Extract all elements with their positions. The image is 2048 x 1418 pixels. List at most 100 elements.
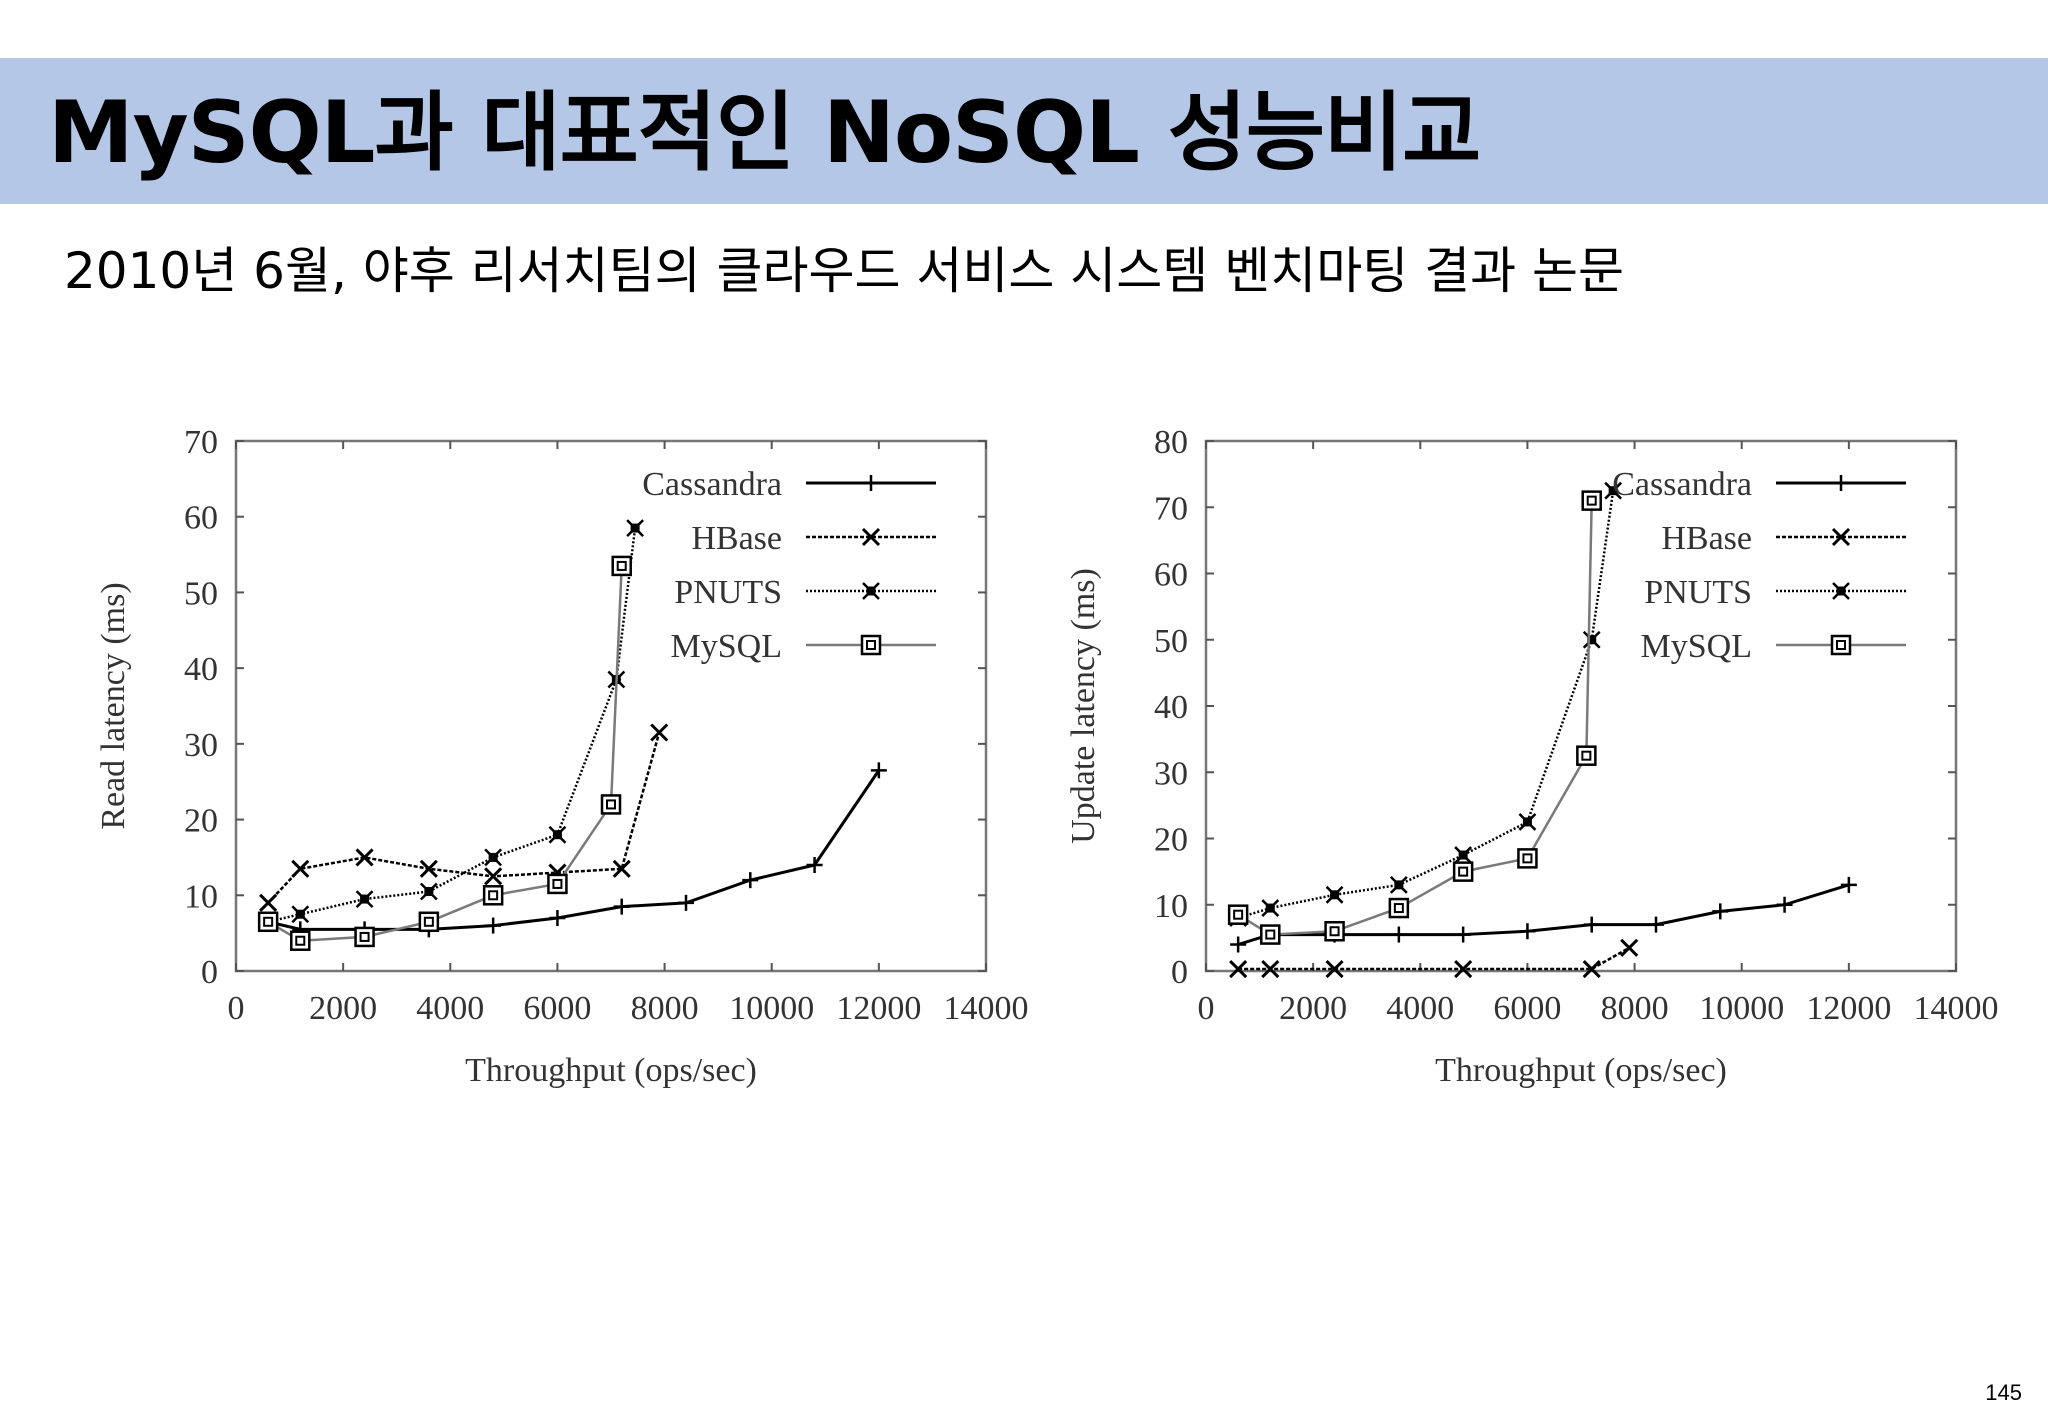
update-latency-chart: 0 2000 4000 6000 8000 10000 12000 14000 0 10 20 30 4… [1010, 405, 1999, 1125]
read-point-mysql [418, 911, 440, 933]
update-point-hbase [1582, 959, 1601, 979]
update-point-hbase [1454, 959, 1473, 979]
slide-title: MySQL과 대표적인 NoSQL 성능비교 [48, 83, 1481, 183]
read-point-cassandra [485, 917, 502, 934]
read-x-tick-label: 0 [228, 990, 245, 1027]
read-point-cassandra [742, 872, 759, 889]
title-band [0, 58, 2048, 204]
read-x-tick-label: 4000 [416, 990, 484, 1027]
read-point-mysql [354, 926, 375, 948]
update-x-tick-label: 6000 [1493, 990, 1561, 1027]
read-series-pnuts [259, 519, 644, 931]
update-legend-label-hbase: HBase [1661, 520, 1752, 557]
read-x-tick-label: 6000 [523, 990, 591, 1027]
read-legend-marker-mysql [860, 634, 882, 656]
update-legend-marker-hbase [1831, 527, 1851, 547]
update-x-tick-label: 14000 [1914, 990, 1999, 1027]
update-point-cassandra [1583, 916, 1600, 933]
read-point-mysql [482, 885, 504, 906]
update-point-cassandra [1776, 896, 1793, 913]
update-point-cassandra [1648, 916, 1664, 933]
update-y-tick-label: 10 [1154, 888, 1188, 925]
update-point-pnuts [1325, 885, 1344, 904]
update-y-tick-label: 0 [1171, 954, 1188, 991]
update-y-tick-label: 60 [1154, 557, 1188, 594]
read-point-hbase [355, 848, 374, 867]
read-y-tick-label: 70 [184, 424, 218, 461]
read-point-hbase [419, 859, 438, 878]
update-latency-chart-svg: 0 2000 4000 6000 8000 10000 12000 14000 0 10 20 30 4… [1065, 424, 1999, 1089]
update-y-axis-label: Update latency (ms) [1065, 568, 1102, 844]
update-series-mysql [1227, 490, 1602, 945]
update-series-line-hbase [1238, 946, 1630, 971]
read-series-cassandra [260, 762, 887, 938]
update-point-mysql [1452, 861, 1474, 882]
read-point-cassandra [870, 762, 887, 779]
update-legend-marker-pnuts [1832, 582, 1850, 600]
read-series-line-hbase [267, 732, 661, 904]
read-point-hbase [259, 893, 278, 912]
read-series-hbase [259, 723, 669, 912]
read-legend-marker-hbase [861, 527, 881, 547]
update-point-mysql [1260, 924, 1281, 945]
read-point-mysql [600, 794, 622, 815]
read-y-tick-label: 20 [184, 803, 218, 840]
read-y-tick-label: 30 [184, 727, 218, 764]
read-series-mysql [257, 555, 632, 951]
update-point-cassandra [1712, 903, 1729, 920]
update-point-cassandra [1230, 936, 1247, 953]
read-point-cassandra [806, 857, 823, 873]
update-x-tick-label: 12000 [1806, 990, 1891, 1027]
update-series-hbase [1229, 938, 1639, 979]
read-point-cassandra [549, 910, 566, 926]
read-y-axis-label: Read latency (ms) [95, 582, 132, 829]
page-number: 145 [1985, 1380, 2022, 1405]
read-legend-label-hbase: HBase [691, 520, 782, 557]
update-y-tick-label: 40 [1154, 689, 1188, 726]
update-point-cassandra [1390, 926, 1407, 943]
update-legend-label-mysql: MySQL [1641, 628, 1752, 665]
update-x-tick-label: 2000 [1279, 990, 1347, 1027]
update-legend-label-cassandra: Cassandra [1612, 466, 1752, 503]
update-y-tick-label: 80 [1154, 424, 1188, 461]
update-series-pnuts [1229, 481, 1623, 927]
update-plot-frame [1204, 439, 1958, 973]
update-point-pnuts [1389, 875, 1408, 894]
read-latency-chart: 0 2000 4000 6000 8000 10000 12000 14000 0 10 20 30 4… [40, 405, 1029, 1125]
read-x-tick-label: 8000 [631, 990, 699, 1027]
update-point-mysql [1517, 848, 1538, 869]
update-legend-marker-cassandra [1833, 475, 1849, 491]
update-series-line-pnuts [1237, 490, 1615, 920]
read-plot-frame [234, 439, 988, 973]
read-point-pnuts [626, 519, 644, 537]
read-y-tick-label: 50 [184, 575, 218, 612]
update-point-pnuts [1518, 813, 1537, 831]
read-point-mysql [611, 555, 632, 577]
read-point-hbase [612, 859, 631, 878]
read-point-pnuts [484, 848, 503, 867]
update-y-tick-label: 30 [1154, 755, 1188, 792]
update-point-hbase [1620, 938, 1639, 957]
read-point-mysql [257, 911, 279, 933]
slide-subtitle: 2010년 6월, 야후 리서치팀의 클라우드 서비스 시스템 벤치마팅 결과 … [64, 242, 1624, 300]
update-point-mysql [1227, 904, 1249, 925]
update-point-pnuts [1604, 481, 1623, 500]
read-x-tick-label: 2000 [309, 990, 377, 1027]
read-x-axis-label: Throughput (ops/sec) [465, 1052, 757, 1089]
update-point-mysql [1576, 745, 1597, 766]
update-point-mysql [1581, 490, 1602, 511]
read-legend-label-cassandra: Cassandra [642, 466, 782, 503]
update-series-line-mysql [1237, 500, 1593, 936]
read-point-pnuts [291, 905, 310, 924]
read-y-tick-label: 40 [184, 651, 218, 688]
read-point-pnuts [355, 890, 374, 908]
update-x-tick-label: 0 [1198, 990, 1215, 1027]
update-point-pnuts [1582, 630, 1601, 649]
update-x-tick-label: 8000 [1601, 990, 1669, 1027]
update-x-tick-label: 4000 [1386, 990, 1454, 1027]
read-y-tick-label: 10 [184, 878, 218, 915]
update-point-hbase [1229, 959, 1248, 979]
update-legend-label-pnuts: PNUTS [1644, 574, 1752, 611]
update-legend-marker-mysql [1830, 634, 1852, 656]
update-point-pnuts [1261, 899, 1280, 917]
